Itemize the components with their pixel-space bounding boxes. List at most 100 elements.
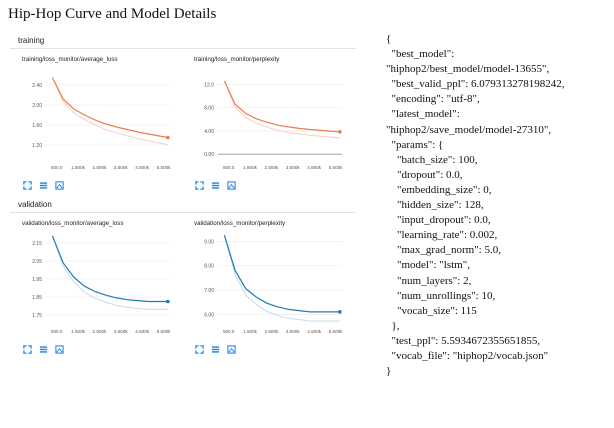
x-tick-label: 500.0 xyxy=(51,165,63,170)
json-line: "encoding": "utf-8", xyxy=(386,93,480,106)
fit-domain-icon[interactable] xyxy=(227,344,236,354)
y-tick-label: 1.20 xyxy=(32,143,42,149)
validation-section-header[interactable]: validation xyxy=(10,200,356,213)
json-line: "batch_size": 100, xyxy=(386,153,478,166)
json-line: "dropout": 0.0, xyxy=(386,168,463,181)
x-tick-label: 1.500k xyxy=(71,165,85,170)
json-line: "learning_rate": 0.002, xyxy=(386,229,498,242)
last-point-marker xyxy=(338,130,342,134)
y-tick-label: 1.60 xyxy=(32,123,42,129)
y-tick-label: 7.00 xyxy=(204,288,214,294)
chart-valid-avg-loss: 2.15 2.05 1.95 1.85 1.75 500.0 1.500k 2.500k 3.5… xyxy=(32,235,171,334)
series-line xyxy=(223,80,340,133)
x-tick-label: 4.500k xyxy=(307,329,321,334)
y-tick-label: 8.00 xyxy=(204,264,214,270)
chart-card-valid-avg-loss: validation/loss_monitor/average_loss 2.1… xyxy=(18,218,178,358)
series-raw-line xyxy=(51,77,168,146)
chart-title: validation/loss_monitor/perplexity xyxy=(194,220,286,227)
json-line: "input_dropout": 0.0, xyxy=(386,214,491,227)
chart-toolbar xyxy=(195,344,236,354)
chart-toolbar xyxy=(195,180,236,190)
json-line: "best_valid_ppl": 6.079313278198242, xyxy=(386,78,565,91)
chart-card-train-avg-loss: training/loss_monitor/average_loss 2.40 2… xyxy=(18,54,178,194)
x-tick-label: 5.500k xyxy=(329,165,343,170)
chart-card-valid-perplexity: validation/loss_monitor/perplexity 9.00 8… xyxy=(190,218,350,358)
chart-title: training/loss_monitor/perplexity xyxy=(194,56,280,63)
y-tick-label: 8.00 xyxy=(204,106,214,112)
x-tick-label: 4.500k xyxy=(307,165,321,170)
x-tick-label: 1.500k xyxy=(243,329,257,334)
x-tick-label: 2.500k xyxy=(93,165,107,170)
y-tick-label: 0.00 xyxy=(204,152,214,158)
json-line: "hiphop2/save_model/model-27310", xyxy=(386,123,552,136)
x-tick-label: 4.500k xyxy=(135,329,149,334)
fit-domain-icon[interactable] xyxy=(227,180,236,190)
json-line: "latest_model": xyxy=(386,108,460,121)
series-raw-line xyxy=(223,235,340,322)
json-line: { xyxy=(386,33,392,45)
x-tick-label: 3.500k xyxy=(114,165,128,170)
expand-icon[interactable] xyxy=(23,180,32,190)
series-raw-line xyxy=(51,235,168,310)
x-tick-label: 5.500k xyxy=(157,329,171,334)
x-tick-label: 3.500k xyxy=(286,165,300,170)
last-point-marker xyxy=(338,310,342,314)
y-tick-label: 2.40 xyxy=(32,83,42,89)
fit-domain-icon[interactable] xyxy=(55,180,64,190)
x-tick-label: 1.500k xyxy=(243,165,257,170)
tensorboard-panel: training validation training/loss_monito… xyxy=(10,34,356,358)
y-tick-label: 4.00 xyxy=(204,129,214,135)
json-line: "hidden_size": 128, xyxy=(386,199,484,212)
chart-toolbar xyxy=(23,344,64,354)
y-tick-label: 2.05 xyxy=(32,259,42,265)
x-tick-label: 2.500k xyxy=(265,329,279,334)
y-tick-label: 1.95 xyxy=(32,277,42,283)
json-line: "hiphop2/best_model/model-13655", xyxy=(386,63,550,76)
y-tick-label: 2.15 xyxy=(32,241,42,247)
expand-icon[interactable] xyxy=(195,344,204,354)
json-line: "best_model": xyxy=(386,48,455,61)
chart-title: training/loss_monitor/average_loss xyxy=(22,56,118,63)
json-line: "max_grad_norm": 5.0, xyxy=(386,244,501,257)
x-tick-label: 2.500k xyxy=(265,165,279,170)
page-title: Hip-Hop Curve and Model Details xyxy=(8,6,217,22)
chart-toolbar xyxy=(23,180,64,190)
y-tick-label: 9.00 xyxy=(204,239,214,245)
json-line: "vocab_size": 115 xyxy=(386,304,477,317)
y-tick-label: 1.75 xyxy=(32,313,42,319)
list-icon[interactable] xyxy=(211,345,220,354)
list-icon[interactable] xyxy=(211,181,220,190)
last-point-marker xyxy=(166,299,170,304)
x-tick-label: 3.500k xyxy=(286,329,300,334)
json-line: }, xyxy=(386,319,400,332)
training-section-header[interactable]: training xyxy=(10,36,356,49)
x-tick-label: 500.0 xyxy=(223,329,235,334)
x-tick-label: 3.500k xyxy=(114,329,128,334)
json-line: "model": "lstm", xyxy=(386,259,470,272)
y-tick-label: 12.0 xyxy=(204,83,214,89)
chart-train-perplexity: 12.0 8.00 4.00 0.00 500.0 1.500k 2.500k 3.500k 4… xyxy=(204,80,343,170)
x-tick-label: 1.500k xyxy=(71,329,85,334)
list-icon[interactable] xyxy=(39,345,48,354)
y-tick-label: 6.00 xyxy=(204,312,214,318)
last-point-marker xyxy=(166,135,170,140)
json-line: "num_layers": 2, xyxy=(386,274,472,287)
series-raw-line xyxy=(223,80,340,139)
json-line: "embedding_size": 0, xyxy=(386,183,492,196)
json-line: "num_unrollings": 10, xyxy=(386,289,496,302)
fit-domain-icon[interactable] xyxy=(55,344,64,354)
x-tick-label: 5.500k xyxy=(157,165,171,170)
y-tick-label: 2.00 xyxy=(32,103,42,109)
model-details-json: { "best_model": "hiphop2/best_model/model… xyxy=(386,32,610,379)
x-tick-label: 500.0 xyxy=(51,329,63,334)
series-line xyxy=(51,235,168,303)
chart-valid-perplexity: 9.00 8.00 7.00 6.00 500.0 1.500k 2.500k 3.500k 4… xyxy=(204,235,343,334)
expand-icon[interactable] xyxy=(23,344,32,354)
json-line: "test_ppl": 5.5934672355651855, xyxy=(386,334,541,347)
chart-train-avg-loss: 2.40 2.00 1.60 1.20 500.0 1.500k 2.500k 3.500k 4… xyxy=(32,77,171,170)
expand-icon[interactable] xyxy=(195,180,204,190)
x-tick-label: 500.0 xyxy=(223,165,235,170)
list-icon[interactable] xyxy=(39,181,48,190)
x-tick-label: 2.500k xyxy=(93,329,107,334)
series-line xyxy=(223,235,340,313)
